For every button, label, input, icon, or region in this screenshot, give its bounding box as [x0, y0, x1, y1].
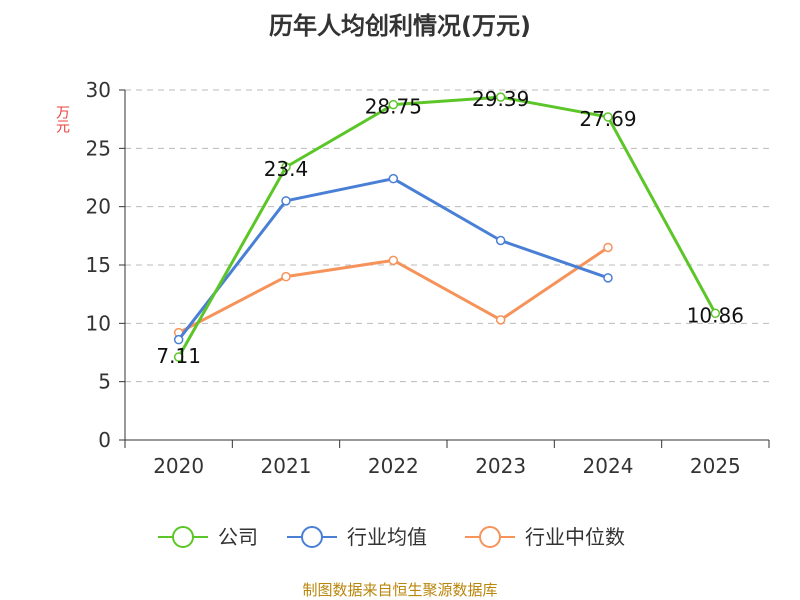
data-point [388, 99, 399, 110]
data-point [495, 92, 506, 102]
series-line-1 [177, 95, 717, 358]
legend-label: 行业均值 [347, 525, 427, 549]
data-point [281, 271, 291, 282]
grid-lines [125, 89, 769, 383]
legend-marker [172, 526, 194, 548]
data-point [603, 273, 613, 283]
data-labels: 7.11 23.4 28.75 29.39 27.69 10.86 [156, 87, 744, 368]
data-point [495, 235, 506, 246]
data-point [710, 308, 721, 319]
y-tick-label: 15 [86, 253, 111, 277]
data-point [281, 196, 291, 206]
series-lines [173, 92, 721, 362]
chart-title: 历年人均创利情况(万元) [269, 12, 531, 40]
data-label: 28.75 [365, 95, 422, 119]
y-axis-label: 万元 [54, 105, 70, 133]
y-tick-label: 20 [86, 195, 111, 219]
data-point [173, 352, 184, 362]
legend-marker [479, 526, 501, 548]
x-tick-label: 2024 [583, 454, 634, 478]
y-tick-label: 30 [86, 78, 111, 102]
legend-marker [301, 526, 323, 548]
data-point [388, 255, 399, 266]
data-label: 10.86 [687, 303, 744, 327]
data-point [388, 173, 399, 184]
data-label: 27.69 [579, 107, 636, 131]
data-label: 29.39 [472, 87, 529, 111]
y-tick-label: 0 [98, 428, 111, 452]
data-point [603, 112, 613, 122]
source-footer: 制图数据来自恒生聚源数据库 [302, 581, 498, 599]
y-tick-label: 10 [86, 311, 111, 335]
y-tick-label: 25 [86, 136, 111, 160]
data-label: 23.4 [264, 157, 309, 181]
x-tick-label: 2025 [690, 454, 741, 478]
data-point [173, 334, 184, 345]
legend-label: 公司 [218, 525, 258, 549]
legend: 公司 行业均值 行业中位数 [158, 525, 625, 549]
x-tick-label: 2023 [475, 454, 526, 478]
x-tick-label: 2020 [153, 454, 204, 478]
data-point [281, 162, 291, 172]
data-label: 7.11 [156, 344, 201, 368]
x-tick-label: 2021 [261, 454, 312, 478]
legend-label: 行业中位数 [525, 525, 625, 549]
y-tick-label: 5 [98, 370, 111, 394]
data-point [495, 315, 506, 325]
x-tick-label: 2022 [368, 454, 419, 478]
data-point [603, 242, 613, 253]
